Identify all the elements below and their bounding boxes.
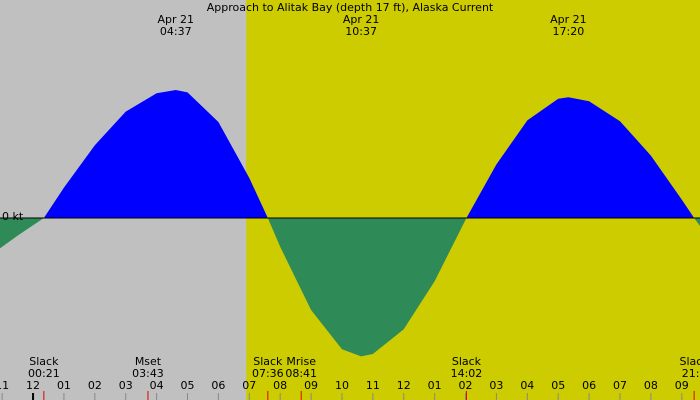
peak-time: 10:37 [345,25,377,38]
event-label: Mset [135,355,162,368]
x-tick-label: 01 [57,379,71,392]
x-tick-label: 12 [397,379,411,392]
x-tick-label: 11 [366,379,380,392]
x-tick-label: 11 [0,379,9,392]
x-tick-label: 05 [181,379,195,392]
x-tick-label: 04 [520,379,534,392]
event-time: 21:2 [682,367,700,380]
x-tick-label: 02 [459,379,473,392]
x-tick-label: 06 [211,379,225,392]
event-time: 07:36 [252,367,284,380]
event-label: Slack [253,355,283,368]
event-time: 00:21 [28,367,60,380]
x-tick-label: 05 [551,379,565,392]
event-label: Slack [680,355,700,368]
x-tick-label: 07 [613,379,627,392]
x-tick-label: 09 [675,379,689,392]
x-tick-label: 04 [150,379,164,392]
peak-date: Apr 21 [343,13,380,26]
x-tick-label: 06 [582,379,596,392]
x-tick-label: 07 [242,379,256,392]
event-label: Mrise [286,355,316,368]
x-tick-label: 01 [428,379,442,392]
x-tick-label: 09 [304,379,318,392]
peak-date: Apr 21 [550,13,587,26]
peak-date: Apr 21 [158,13,195,26]
x-tick-label: 12 [26,379,40,392]
x-tick-label: 08 [644,379,658,392]
event-time: 14:02 [451,367,483,380]
x-tick-label: 03 [489,379,503,392]
peak-time: 17:20 [553,25,585,38]
x-tick-label: 02 [88,379,102,392]
peak-time: 04:37 [160,25,192,38]
y-tick-label: 0 kt [2,210,24,223]
x-tick-label: 10 [335,379,349,392]
event-label: Slack [452,355,482,368]
chart-title: Approach to Alitak Bay (depth 17 ft), Al… [207,1,494,14]
event-time: 08:41 [285,367,317,380]
x-tick-label: 03 [119,379,133,392]
event-label: Slack [29,355,59,368]
x-tick-label: 08 [273,379,287,392]
event-time: 03:43 [132,367,164,380]
current-area [0,90,700,357]
